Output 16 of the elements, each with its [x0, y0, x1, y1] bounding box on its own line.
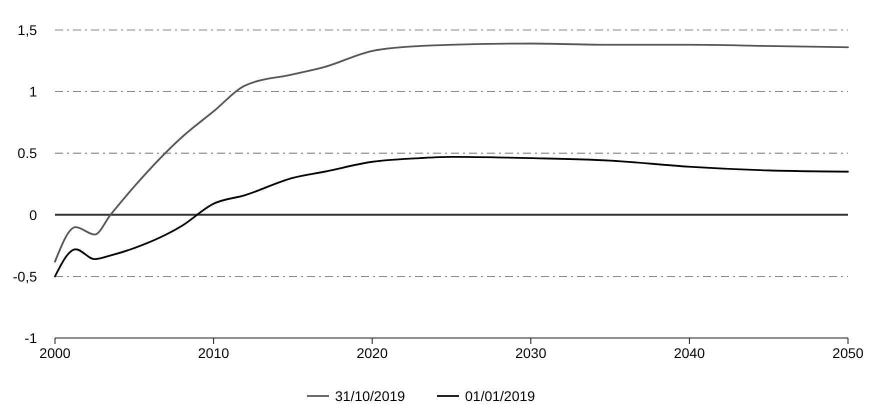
x-tick-label: 2050 [832, 345, 864, 361]
y-tick-label: 0.5 [18, 145, 38, 162]
line-series [54, 156, 849, 278]
y-tick-label: -0,5 [12, 268, 38, 284]
y-tick-label: 1,5 [18, 22, 38, 38]
x-tick-label: 2020 [356, 345, 388, 361]
legend-label: 31/10/2019 [335, 388, 406, 404]
y-tick-label: -1 [24, 330, 38, 346]
x-tick-label: 2000 [39, 345, 71, 361]
y-tick-label: 1 [29, 84, 38, 100]
legend-label: 01/01/2019 [465, 388, 536, 404]
line-series [54, 42, 849, 263]
x-tick-label: 2010 [198, 345, 230, 361]
x-tick-label: 2040 [674, 345, 706, 361]
x-tick-label: 2030 [515, 345, 547, 361]
y-tick-label: 0 [29, 206, 38, 223]
